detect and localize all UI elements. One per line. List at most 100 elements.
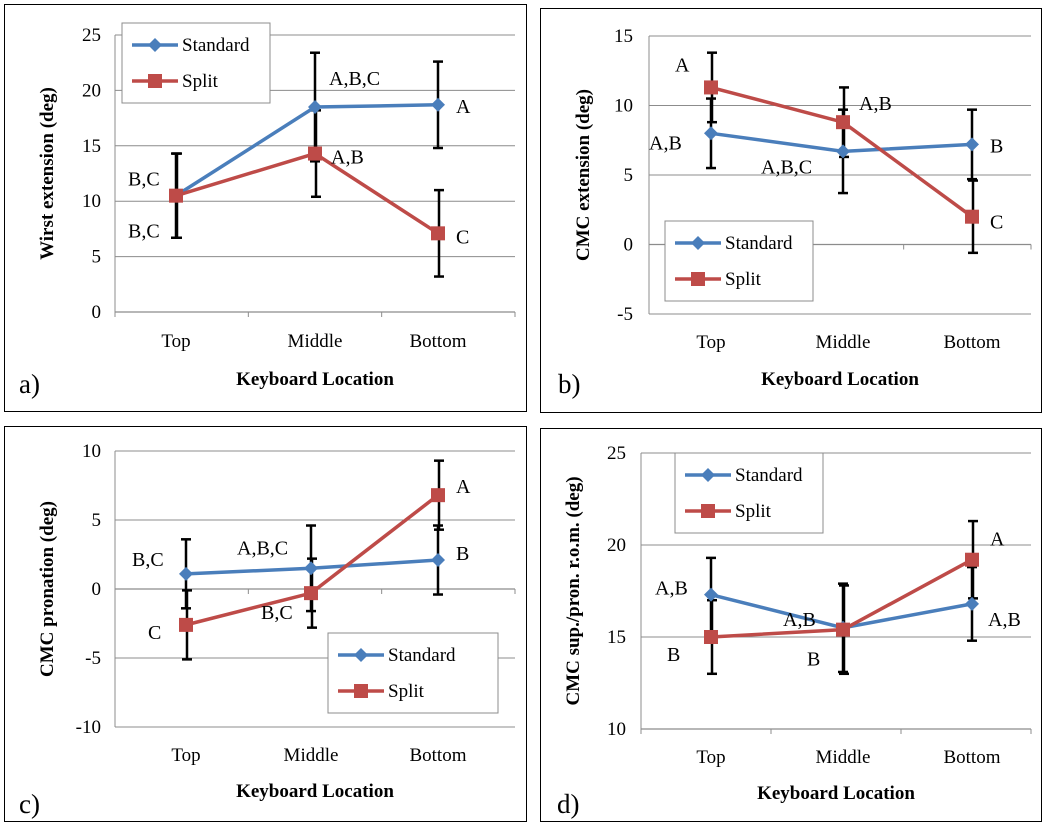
chart-b-standard-significance-label: A,B,C [761,156,812,178]
chart-b-legend-split-label: Split [725,269,762,290]
chart-c-legend-split-label: Split [388,681,425,702]
chart-a-ytick-label: 0 [92,302,102,323]
chart-c-series-split-point [431,488,445,503]
chart-c-ytick-label: -5 [85,648,101,669]
chart-a-ytick-label: 25 [82,25,101,46]
chart-c-standard-significance-label: B [456,543,469,565]
chart-d-ytick-label: 10 [607,719,626,740]
chart-c-panel-letter: c) [19,789,40,819]
chart-b-legend-split-marker [691,272,705,286]
chart-a-series-split-point [431,226,445,241]
chart-d-standard-significance-label: A,B [783,609,816,631]
chart-d-xtick-label-top: Top [696,747,725,768]
chart-a-split-significance-label: C [456,226,469,248]
chart-a-standard-significance-label: B,C [128,169,160,191]
chart-d-ytick-label: 20 [607,535,626,556]
chart-a-ytick-label: 20 [82,80,101,101]
chart-d-ytick-label: 15 [607,627,626,648]
chart-c-ylabel: CMC pronation (deg) [37,501,58,677]
chart-d-series-split-point [836,622,850,637]
chart-panel-d: 10 15 20 25 Top Middle Bottom Keyboard Location… [540,428,1042,822]
chart-c-series-standard-point [431,553,445,568]
chart-d-split-significance-label: A [990,529,1005,551]
chart-c-split-significance-label: A [456,476,471,498]
chart-a-legend-standard-label: Standard [182,35,250,56]
chart-panel-b: -5 0 5 10 15 Top Middle Bottom Keyboard Location… [540,8,1042,413]
chart-b-ytick-label: 5 [624,165,634,186]
chart-a-ytick-label: 5 [92,247,102,268]
chart-a-svg: 0 5 10 15 20 25 Top Middle Bottom Keyboard Locati… [19,22,516,399]
chart-b-ytick-label: 0 [624,235,634,256]
chart-a-legend-split-marker [148,74,162,88]
chart-b-series-split-point [704,80,718,95]
chart-d-xtick-label-bottom: Bottom [943,747,1000,768]
chart-c-series-split-point [179,617,193,632]
chart-c-standard-significance-label: A,B,C [237,537,288,559]
chart-b-svg: -5 0 5 10 15 Top Middle Bottom Keyboard Location… [558,26,1032,399]
chart-b-split-significance-label: A,B [859,93,892,115]
chart-a-split-significance-label: A,B [331,147,364,169]
chart-a-legend-split-label: Split [182,71,219,92]
chart-b-series-standard-point [836,144,850,159]
chart-a-xlabel: Keyboard Location [236,369,394,390]
chart-b-xtick-label-middle: Middle [816,332,871,353]
chart-a-series-split-line [175,151,439,235]
chart-b-standard-significance-label: A,B [649,132,682,154]
chart-d-series-standard-point [965,596,979,611]
chart-b-xtick-label-bottom: Bottom [943,332,1000,353]
chart-c-svg: -10 -5 0 5 10 Top Middle Bottom Keyboard Locatio… [19,441,516,819]
chart-b-panel-letter: b) [558,369,581,399]
chart-b-series-split-point [965,209,979,224]
chart-c-legend-split-marker [354,684,368,698]
chart-b-ytick-label: -5 [617,304,633,325]
chart-c-ytick-label: -10 [76,717,101,738]
chart-b-ylabel: CMC extension (deg) [573,89,594,261]
chart-b-xtick-label-top: Top [696,332,725,353]
chart-b-series-standard-point [704,126,718,141]
chart-c-ytick-label: 5 [92,510,102,531]
chart-a-legend-standard-marker [148,38,162,52]
chart-c-series-standard-point [179,566,193,581]
chart-b-split-significance-label: A [675,54,690,76]
chart-c-split-significance-label: C [148,622,161,644]
chart-c-xtick-label-bottom: Bottom [409,745,466,766]
chart-d-standard-significance-label: A,B [655,578,688,600]
chart-a-xtick-label-top: Top [161,331,190,352]
chart-d-xlabel: Keyboard Location [757,783,915,804]
chart-b-legend-standard-marker [691,236,705,250]
chart-c-standard-significance-label: B,C [132,549,164,571]
chart-d-legend-split-marker [701,504,715,518]
chart-d-svg: 10 15 20 25 Top Middle Bottom Keyboard Location… [557,443,1032,819]
chart-a-xtick-label-bottom: Bottom [409,331,466,352]
chart-d-legend-standard-label: Standard [735,465,803,486]
chart-d-ytick-label: 25 [607,443,626,464]
chart-d-ylabel: CMC sup./pron. r.o.m. (deg) [563,476,584,705]
chart-a-series-split-point [308,146,322,161]
chart-b-standard-significance-label: B [990,135,1003,157]
chart-panel-c: -10 -5 0 5 10 Top Middle Bottom Keyboard Locatio… [4,426,527,822]
chart-d-series-standard-point [704,587,718,602]
chart-d-xtick-label-middle: Middle [816,747,871,768]
chart-a-panel-letter: a) [19,369,40,399]
chart-b-legend: Standard Split [664,220,814,302]
chart-c-xlabel: Keyboard Location [236,781,394,802]
chart-d-series-split-point [704,630,718,644]
chart-d-split-significance-label: B [667,644,680,666]
chart-a-xtick-label-middle: Middle [288,331,343,352]
chart-d-legend: Standard Split [674,452,824,534]
chart-c-series-split-point [304,586,318,601]
chart-c-ytick-label: 0 [92,579,102,600]
chart-d-panel-letter: d) [557,789,580,819]
chart-c-series-standard-point [304,561,318,576]
chart-b-legend-standard-label: Standard [725,233,793,254]
chart-a-series-standard-point [308,100,322,115]
chart-b-series-split-point [836,115,850,130]
chart-d-standard-significance-label: A,B [988,609,1021,631]
chart-b-xlabel: Keyboard Location [761,369,919,390]
chart-c-ytick-label: 10 [82,441,101,462]
chart-c-xtick-label-top: Top [171,745,200,766]
chart-a-split-significance-label: B,C [128,221,160,243]
chart-c-xtick-label-middle: Middle [284,745,339,766]
chart-d-legend-split-label: Split [735,501,772,522]
chart-d-split-significance-label: B [807,649,820,671]
